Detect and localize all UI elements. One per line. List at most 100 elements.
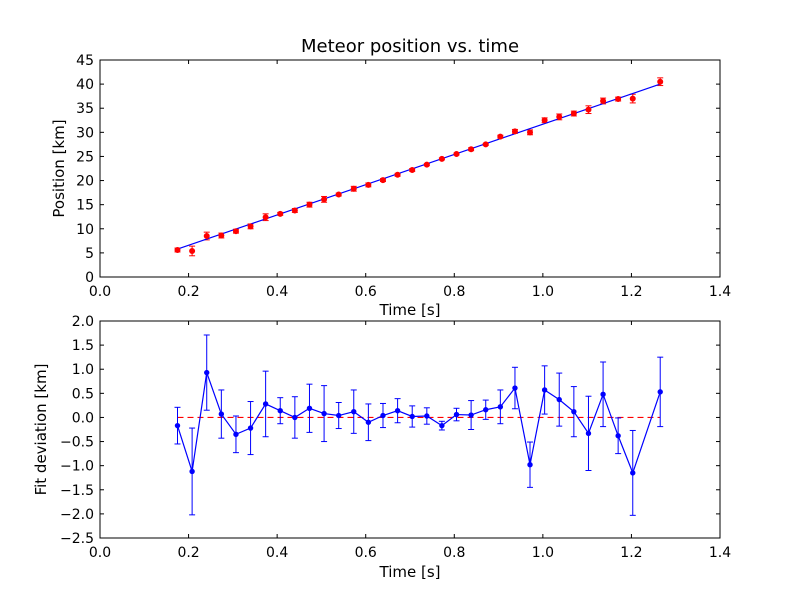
position-data-point	[394, 171, 401, 178]
bottom-y-tick-label: −1.5	[60, 483, 94, 499]
deviation-data-point	[321, 410, 327, 417]
position-data-point	[511, 128, 518, 135]
deviation-data-point	[365, 419, 372, 425]
position-data-point	[189, 247, 196, 254]
bottom-x-tick-label: 0.4	[266, 545, 288, 561]
bottom-x-axis-label: Time [s]	[379, 563, 441, 581]
deviation-data-point	[218, 411, 225, 417]
bottom-x-tick-label: 0.6	[355, 545, 377, 561]
deviation-data-point	[600, 391, 606, 397]
top-y-tick-label: 35	[76, 101, 94, 117]
deviation-data-point	[336, 412, 342, 419]
deviation-data-point	[512, 385, 518, 391]
position-data-point	[541, 117, 548, 124]
top-y-tick-label: 40	[76, 77, 94, 93]
position-data-point	[203, 233, 210, 240]
top-y-tick-label: 45	[76, 53, 94, 69]
top-y-tick-label: 15	[76, 198, 94, 214]
top-y-tick-label: 25	[76, 149, 94, 165]
position-data-point	[423, 161, 430, 168]
deviation-data-point	[541, 387, 548, 393]
deviation-data-point	[556, 396, 562, 403]
deviation-data-point	[247, 425, 254, 431]
bottom-y-tick-label: 1.5	[72, 338, 94, 354]
bottom-y-tick-label: −0.5	[60, 435, 94, 451]
position-data-point	[247, 223, 254, 230]
position-data-point	[468, 146, 475, 153]
top-y-axis-label: Position [km]	[50, 119, 68, 217]
position-data-point	[409, 166, 416, 173]
bottom-x-tick-label: 0.2	[177, 545, 199, 561]
bottom-y-tick-label: −1.0	[60, 459, 94, 475]
bottom-chart-panel: 0.0 0.2 0.4 0.6 0.8 1.0 1.2 1.4 −2.5 −2.0 −1.5 −1.0…	[32, 314, 731, 581]
bottom-x-tick-label: 1.2	[620, 545, 642, 561]
position-data-point	[321, 196, 328, 203]
deviation-data-point	[306, 405, 313, 411]
top-x-tick-label: 1.4	[709, 284, 731, 300]
top-x-tick-label: 0.2	[177, 284, 199, 300]
bottom-x-tick-label: 0.0	[89, 545, 111, 561]
position-data-point	[174, 246, 181, 253]
deviation-data-point	[483, 407, 489, 413]
deviation-data-point	[174, 422, 181, 429]
position-data-point	[657, 78, 664, 85]
bottom-x-tick-label: 1.0	[532, 545, 554, 561]
position-data-point	[335, 191, 342, 198]
position-data-point	[482, 141, 489, 148]
position-data-point	[438, 155, 445, 162]
deviation-data-point	[439, 422, 445, 429]
position-data-point	[556, 113, 563, 120]
top-x-axis-label: Time [s]	[379, 301, 441, 319]
deviation-data-point	[424, 413, 430, 419]
bottom-y-tick-label: 2.0	[72, 314, 94, 330]
position-data-point	[218, 232, 225, 239]
deviation-data-point	[409, 413, 415, 420]
top-chart-panel: 0.0 0.2 0.4 0.6 0.8 1.0 1.2 1.4 0 5 10 15 20 25 30 35 40…	[50, 36, 731, 319]
deviation-data-point	[262, 401, 269, 407]
deviation-data-point	[571, 408, 577, 415]
deviation-data-point	[204, 369, 210, 376]
position-data-point	[379, 177, 386, 184]
top-y-tick-label: 5	[85, 246, 94, 262]
position-data-point	[306, 201, 313, 208]
bottom-plot-frame	[99, 320, 721, 539]
deviation-data-point	[351, 408, 357, 415]
top-y-tick-label: 20	[76, 174, 94, 190]
bottom-y-tick-label: 0.0	[72, 410, 94, 426]
bottom-y-tick-label: −2.0	[60, 507, 94, 523]
position-data-point	[600, 97, 607, 104]
position-data-point	[262, 214, 269, 221]
deviation-data-point	[453, 411, 460, 418]
deviation-data-point	[615, 433, 621, 439]
top-x-tick-label: 0.6	[355, 284, 377, 300]
deviation-data-point	[394, 407, 401, 414]
top-axis-ticks: 0.0 0.2 0.4 0.6 0.8 1.0 1.2 1.4 0 5 10 15 20 25 30 35 40…	[76, 53, 731, 300]
position-data-point	[629, 95, 636, 102]
position-data-point	[350, 185, 357, 192]
position-data-point	[365, 181, 372, 188]
bottom-y-axis-label: Fit deviation [km]	[32, 364, 50, 496]
position-data-point	[527, 129, 534, 136]
top-y-tick-label: 10	[76, 222, 94, 238]
fit-line	[177, 83, 661, 250]
deviation-data-point	[657, 389, 663, 395]
bottom-x-tick-label: 1.4	[709, 545, 731, 561]
position-data-point	[453, 151, 460, 158]
top-chart-title: Meteor position vs. time	[301, 36, 519, 57]
position-data-point	[232, 228, 239, 235]
deviation-data-point	[497, 404, 504, 410]
top-chart-marks	[174, 77, 664, 257]
deviation-data-point	[585, 430, 592, 437]
position-data-point	[277, 210, 284, 217]
deviation-data-point	[292, 414, 298, 421]
deviation-data-point	[233, 431, 239, 438]
top-x-tick-label: 0.4	[266, 284, 288, 300]
top-y-tick-label: 0	[85, 270, 94, 286]
bottom-plot-area	[100, 321, 720, 538]
top-plot-frame	[99, 59, 721, 278]
deviation-data-point	[277, 407, 283, 414]
top-x-tick-label: 1.2	[620, 284, 642, 300]
deviation-data-point	[527, 462, 533, 468]
